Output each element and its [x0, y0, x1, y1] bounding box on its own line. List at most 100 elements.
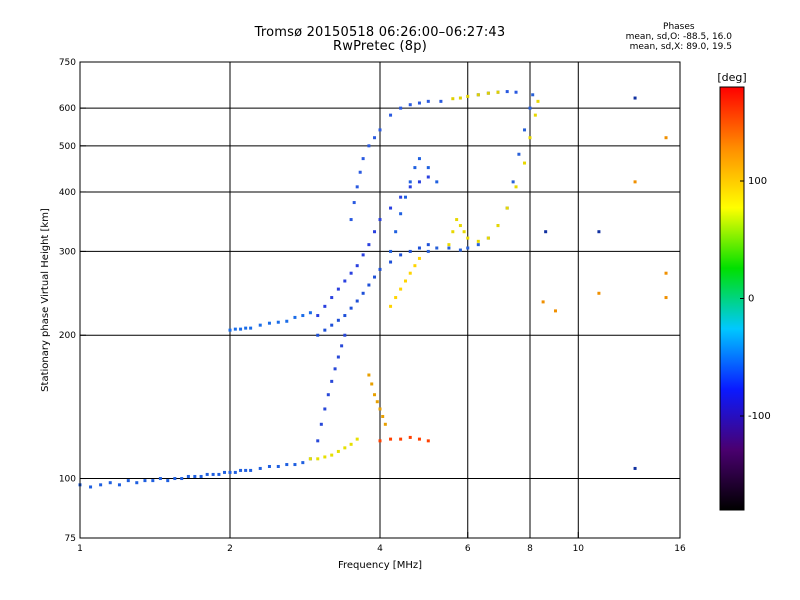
data-point: [293, 315, 297, 319]
data-point: [505, 206, 509, 210]
data-point: [349, 218, 353, 222]
data-point: [426, 99, 430, 103]
data-point: [323, 455, 327, 459]
data-point: [343, 314, 347, 318]
data-point: [258, 323, 262, 327]
data-point: [389, 304, 393, 308]
data-point: [451, 97, 455, 101]
x-tick-label: 16: [674, 544, 686, 554]
x-tick-label: 8: [527, 544, 533, 554]
data-point: [476, 243, 480, 247]
data-point: [367, 243, 371, 247]
data-point: [126, 479, 130, 483]
data-point: [378, 267, 382, 271]
data-point: [447, 243, 451, 247]
y-tick-label: 400: [59, 188, 76, 198]
data-point: [664, 136, 668, 140]
data-point: [413, 264, 417, 268]
data-point: [301, 461, 305, 465]
x-tick-label: 4: [377, 544, 383, 554]
data-point: [173, 477, 177, 481]
data-point: [244, 468, 248, 472]
data-point: [349, 442, 353, 446]
data-point: [523, 161, 527, 165]
x-tick-label: 6: [465, 544, 471, 554]
data-point: [373, 393, 377, 397]
data-point: [408, 180, 412, 184]
y-tick-label: 100: [59, 475, 76, 485]
data-point: [486, 236, 490, 240]
data-point: [383, 422, 387, 426]
data-point: [166, 479, 170, 483]
data-point: [597, 230, 601, 234]
chart-title-line1: Tromsø 20150518 06:26:00–06:27:43: [254, 25, 506, 40]
colorbar-label: [deg]: [717, 71, 746, 84]
data-point: [249, 468, 253, 472]
data-point: [361, 291, 365, 295]
data-point: [417, 157, 421, 161]
phase-heading: Phases: [663, 22, 695, 32]
data-point: [151, 479, 155, 483]
data-point: [336, 287, 340, 291]
data-point: [276, 464, 280, 468]
data-point: [355, 437, 359, 441]
data-point: [381, 414, 385, 418]
data-point: [330, 453, 334, 457]
data-point: [399, 287, 403, 291]
data-point: [308, 457, 312, 461]
data-point: [476, 93, 480, 97]
y-tick-label: 200: [59, 331, 76, 341]
data-point: [333, 367, 337, 371]
data-point: [408, 271, 412, 275]
data-point: [336, 318, 340, 322]
data-point: [466, 94, 470, 98]
colorbar: [deg] -100 0 100: [717, 71, 771, 511]
data-point: [435, 180, 439, 184]
data-point: [244, 326, 248, 330]
data-point: [476, 239, 480, 243]
data-point: [399, 106, 403, 110]
data-point: [319, 422, 323, 426]
data-point: [355, 299, 359, 303]
data-point: [435, 246, 439, 250]
data-point: [186, 474, 190, 478]
data-point: [258, 466, 262, 470]
data-point: [597, 291, 601, 295]
data-point: [239, 327, 243, 331]
plot-grid: [80, 62, 680, 538]
data-point: [426, 243, 430, 247]
data-point: [426, 249, 430, 253]
data-point: [316, 333, 320, 337]
data-point: [217, 472, 221, 476]
data-point: [158, 477, 162, 481]
data-point: [211, 472, 215, 476]
data-point: [361, 253, 365, 257]
x-axis-label: Frequency [MHz]: [338, 560, 422, 571]
data-point: [293, 463, 297, 467]
data-point: [458, 248, 462, 252]
y-tick-label: 750: [59, 58, 76, 68]
data-point: [361, 157, 365, 161]
data-point: [541, 300, 545, 304]
data-point: [308, 311, 312, 315]
data-point: [336, 355, 340, 359]
data-point: [417, 246, 421, 250]
data-point: [531, 93, 535, 97]
data-point: [330, 323, 334, 327]
data-point: [517, 152, 521, 156]
data-point: [458, 224, 462, 228]
data-point: [340, 344, 344, 348]
x-tick-label: 10: [573, 544, 585, 554]
data-point: [389, 113, 393, 117]
data-point: [316, 457, 320, 461]
data-point: [399, 253, 403, 257]
data-point: [544, 230, 548, 234]
data-point: [285, 463, 289, 467]
data-point: [533, 113, 537, 117]
data-point: [373, 136, 377, 140]
data-point: [394, 296, 398, 300]
data-point: [408, 435, 412, 439]
data-point: [462, 230, 466, 234]
y-tick-label: 300: [59, 247, 76, 257]
data-point: [233, 470, 237, 474]
